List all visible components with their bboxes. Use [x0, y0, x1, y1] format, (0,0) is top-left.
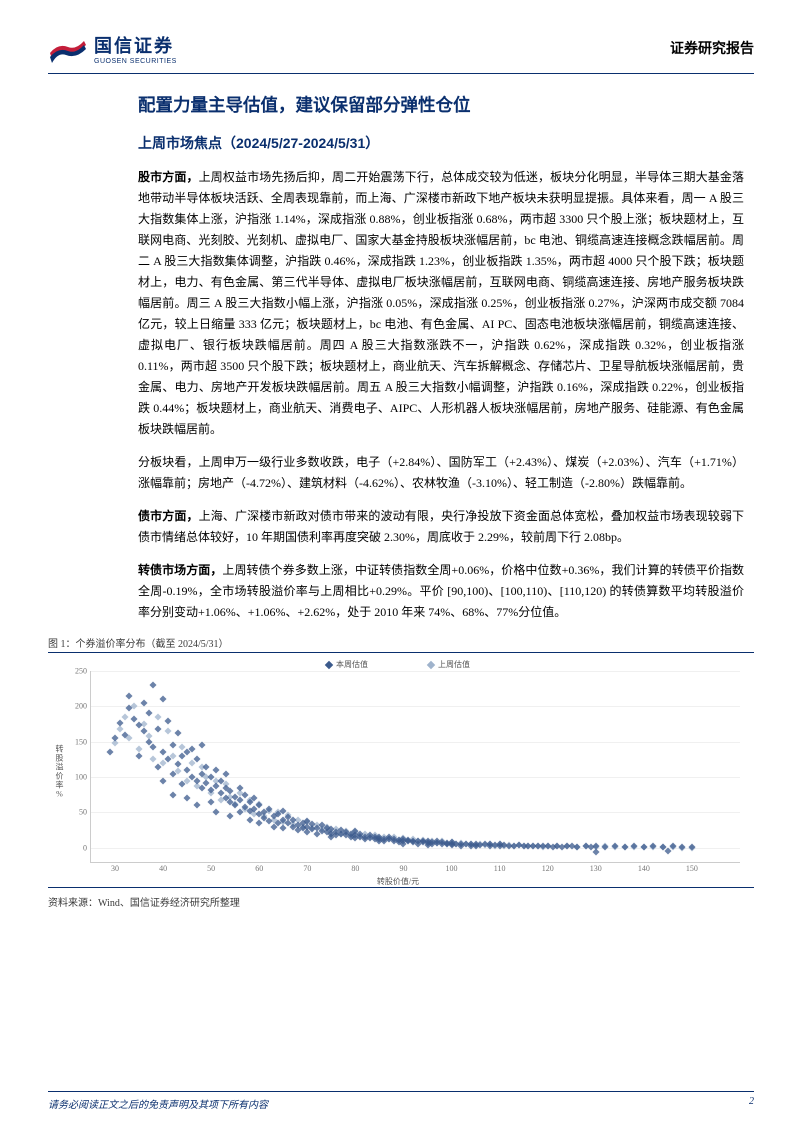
header-divider: [48, 73, 754, 74]
report-type-label: 证券研究报告: [670, 38, 754, 58]
legend-this-week: 本周估值: [326, 659, 368, 670]
paragraph-convertible-bond: 转债市场方面，上周转债个券多数上涨，中证转债指数全周+0.06%，价格中位数+0…: [138, 560, 744, 623]
legend-last-week: 上周估值: [428, 659, 470, 670]
logo-cn: 国信证券: [94, 32, 177, 58]
p1-body: 上周权益市场先扬后抑，周二开始震荡下行，总体成交较为低迷，板块分化明显，半导体三…: [138, 170, 744, 436]
p3-body: 上海、广深楼市新政对债市带来的波动有限，央行净投放下资金面总体宽松，叠加权益市场…: [138, 509, 744, 544]
chart-section: 图 1：个券溢价率分布（截至 2024/5/31） 本周估值 上周估值 转股溢价…: [48, 635, 754, 909]
company-logo: 国信证券 GUOSEN SECURITIES: [48, 32, 177, 65]
plot-area: 0501001502002503040506070809010011012013…: [90, 671, 740, 863]
footer-divider: [48, 1091, 754, 1092]
page-footer: 请务必阅读正文之后的免责声明及其项下所有内容 2: [48, 1091, 754, 1111]
legend-this-week-label: 本周估值: [336, 659, 368, 670]
main-content: 配置力量主导估值，建议保留部分弹性仓位 上周市场焦点（2024/5/27-202…: [48, 92, 754, 623]
legend-marker-icon: [427, 660, 435, 668]
chart-source: 资料来源：Wind、国信证券经济研究所整理: [48, 894, 754, 909]
paragraph-stock-market: 股市方面，上周权益市场先扬后抑，周二开始震荡下行，总体成交较为低迷，板块分化明显…: [138, 167, 744, 440]
p4-lead: 转债市场方面，: [138, 563, 222, 577]
main-title: 配置力量主导估值，建议保留部分弹性仓位: [138, 92, 744, 117]
p4-body: 上周转债个券多数上涨，中证转债指数全周+0.06%，价格中位数+0.36%，我们…: [138, 563, 744, 619]
chart-legend: 本周估值 上周估值: [326, 659, 470, 670]
sub-title: 上周市场焦点（2024/5/27-2024/5/31）: [138, 133, 744, 153]
chart-top-divider: [48, 652, 754, 653]
footer-notice: 请务必阅读正文之后的免责声明及其项下所有内容: [48, 1096, 268, 1111]
legend-last-week-label: 上周估值: [438, 659, 470, 670]
y-axis-label: 转股溢价率%: [54, 745, 65, 800]
logo-en: GUOSEN SECURITIES: [94, 58, 177, 65]
legend-marker-icon: [325, 660, 333, 668]
x-axis-label: 转股价值/元: [377, 876, 419, 887]
p1-lead: 股市方面，: [138, 170, 199, 184]
p3-lead: 债市方面，: [138, 509, 199, 523]
paragraph-bond-market: 债市方面，上海、广深楼市新政对债市带来的波动有限，央行净投放下资金面总体宽松，叠…: [138, 506, 744, 548]
paragraph-sectors: 分板块看，上周申万一级行业多数收跌，电子（+2.84%）、国防军工（+2.43%…: [138, 452, 744, 494]
page-header: 国信证券 GUOSEN SECURITIES 证券研究报告: [48, 32, 754, 65]
scatter-chart: 本周估值 上周估值 转股溢价率% 转股价值/元 0501001502002503…: [48, 657, 748, 887]
chart-bottom-divider: [48, 887, 754, 888]
page-number: 2: [749, 1096, 754, 1111]
chart-caption: 图 1：个券溢价率分布（截至 2024/5/31）: [48, 635, 754, 650]
logo-mark-icon: [48, 35, 88, 63]
logo-text: 国信证券 GUOSEN SECURITIES: [94, 32, 177, 65]
